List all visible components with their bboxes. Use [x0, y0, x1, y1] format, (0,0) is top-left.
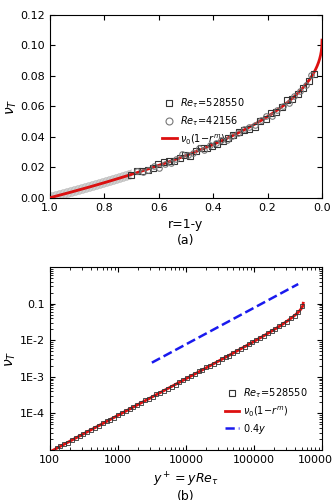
- Y-axis label: $\nu_T$: $\nu_T$: [4, 98, 19, 114]
- X-axis label: $y^+=yRe_\tau$: $y^+=yRe_\tau$: [153, 470, 219, 488]
- Text: (a): (a): [177, 234, 195, 248]
- Text: (b): (b): [177, 490, 195, 500]
- Y-axis label: $\nu_T$: $\nu_T$: [4, 350, 18, 367]
- Legend: $\it{Re}_\tau\!=\!528550$, $\nu_0(1\!-\!r^m)$, $0.4y$: $\it{Re}_\tau\!=\!528550$, $\nu_0(1\!-\!…: [221, 382, 312, 440]
- Legend: $\it{Re}_\tau\!=\!528550$, $\it{Re}_\tau\!=\!42156$, $\nu_0(1\!-\!r^m)$: $\it{Re}_\tau\!=\!528550$, $\it{Re}_\tau…: [158, 92, 249, 150]
- X-axis label: r=1-y: r=1-y: [168, 218, 204, 231]
